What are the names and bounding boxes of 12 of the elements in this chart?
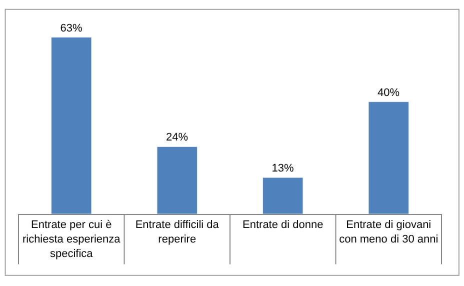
bar [51,37,92,214]
x-tick-label: Entrate per cui è richiesta esperienza specifica [22,219,122,260]
x-tick-label: Entrate difficili da reperire [135,219,220,246]
x-tick-label: Entrate di donne [242,219,324,232]
data-label: 13% [272,162,294,175]
bar [262,177,304,214]
data-label: 24% [166,132,188,144]
bar [156,146,198,214]
x-tick-label: Entrate di giovani con meno di 30 anni [339,219,438,246]
bar [368,102,409,214]
data-label: 63% [60,22,82,34]
data-label: 40% [378,86,400,99]
